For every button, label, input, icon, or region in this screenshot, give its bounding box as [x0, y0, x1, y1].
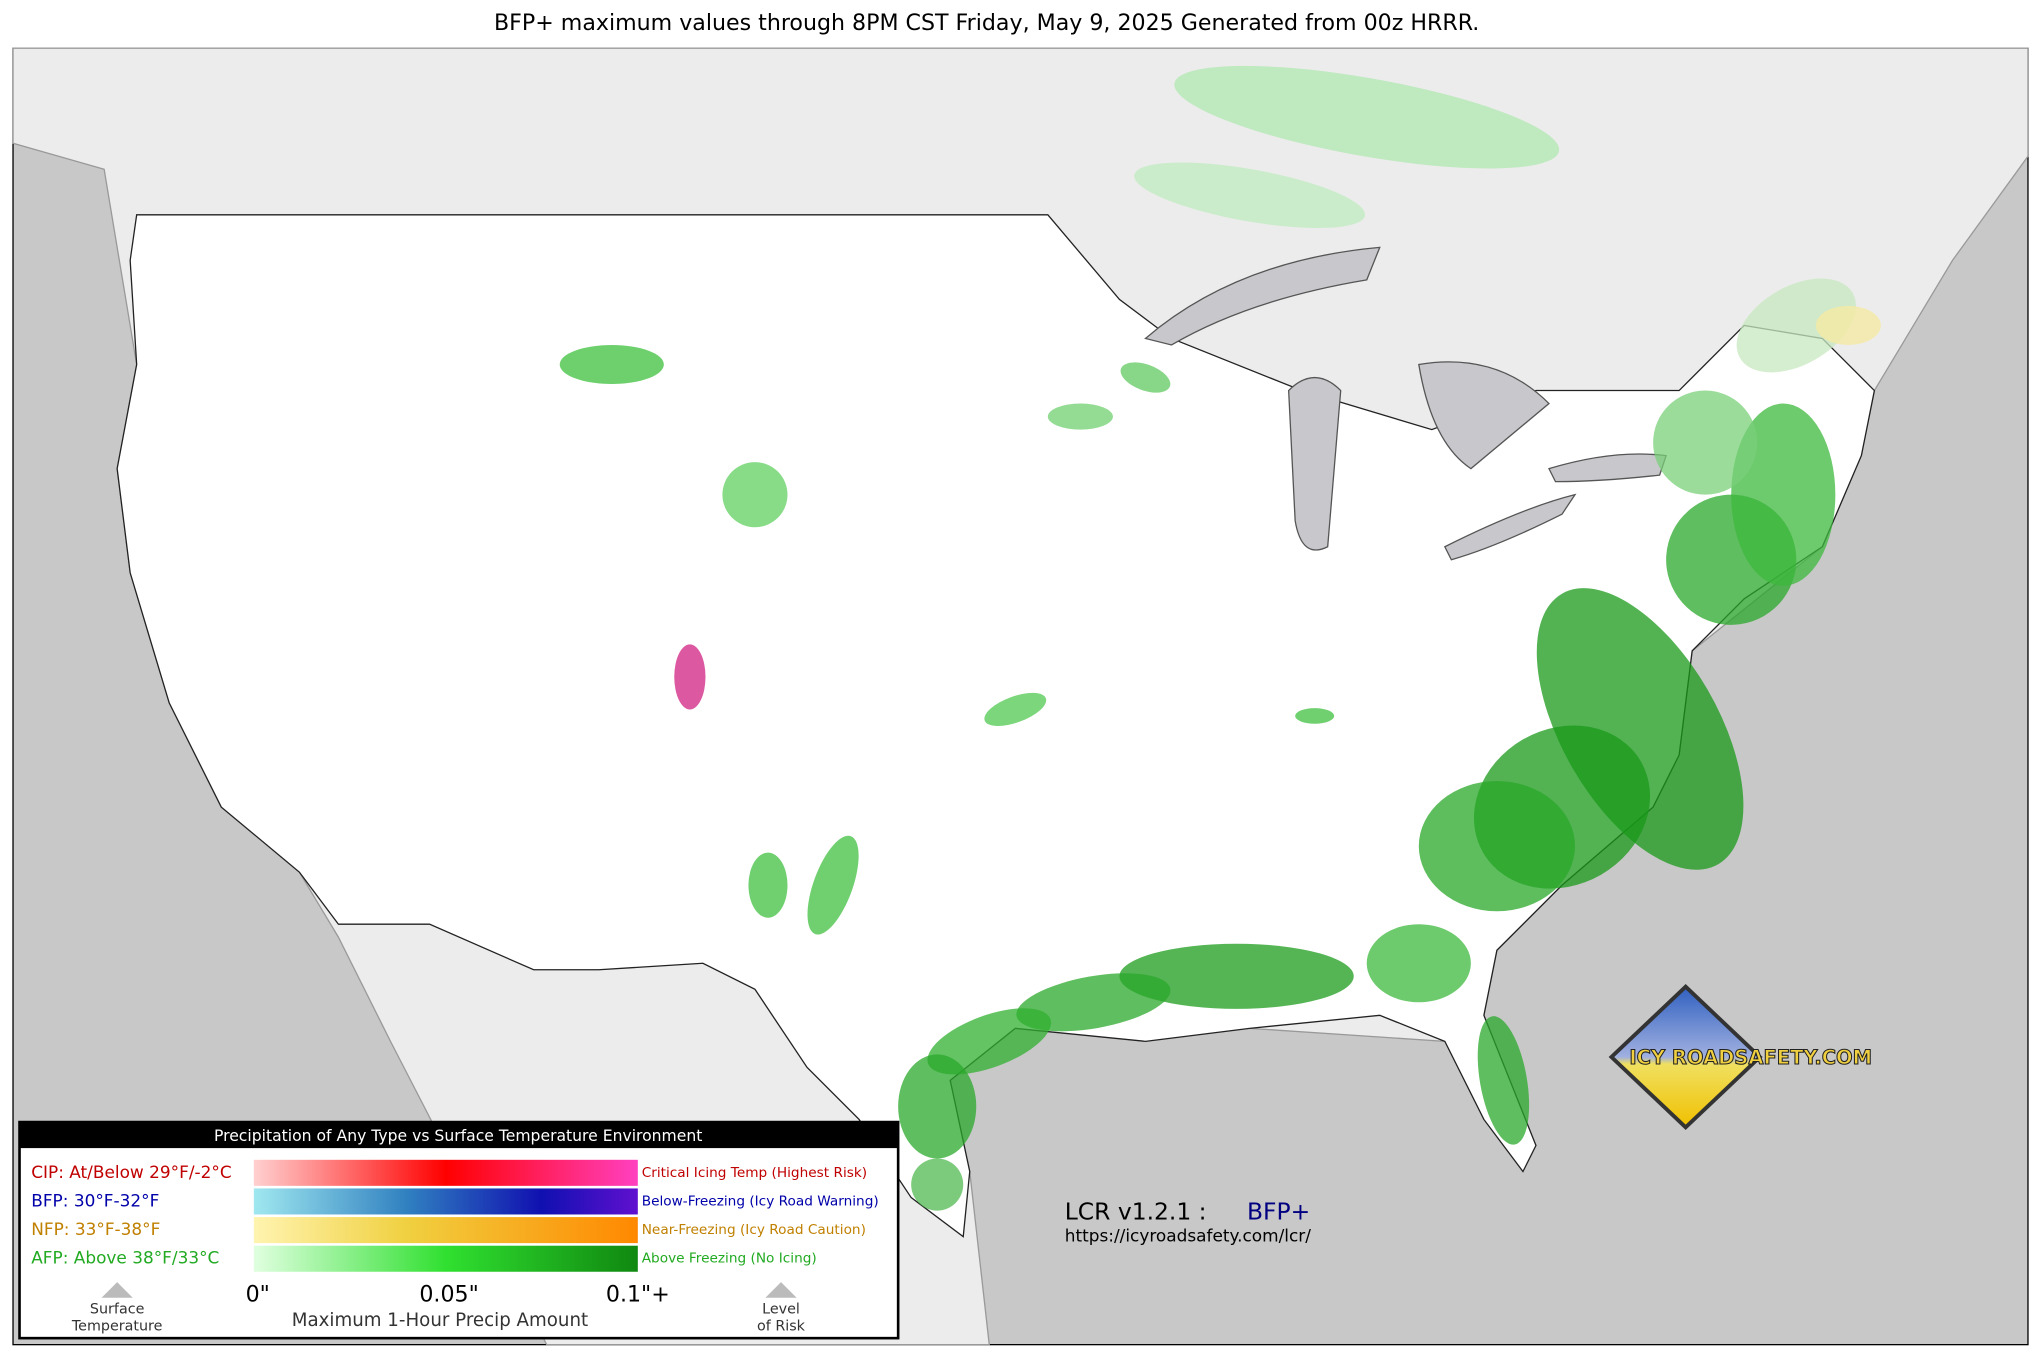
right-caption: of Risk	[757, 1318, 806, 1334]
scale-label: 0.05"	[419, 1282, 478, 1308]
precip-area	[1174, 65, 1560, 169]
color-ramp	[253, 1217, 638, 1244]
precip-area	[674, 644, 706, 710]
precip-area	[927, 1008, 1052, 1075]
precip-area	[1120, 362, 1171, 393]
color-ramp	[253, 1159, 638, 1186]
precip-area	[984, 692, 1047, 726]
lake-michigan	[1287, 377, 1342, 551]
precip-area	[807, 835, 859, 935]
lake-huron	[1418, 361, 1550, 470]
precip-area	[1119, 943, 1354, 1009]
precip-area	[1731, 403, 1836, 586]
precip-area	[1536, 588, 1744, 870]
row-description: Near-Freezing (Icy Road Caution)	[642, 1222, 866, 1238]
right-caption: Level	[762, 1302, 800, 1318]
lake-erie	[1443, 493, 1577, 561]
precip-area	[559, 344, 664, 385]
precip-area	[1418, 781, 1576, 912]
precip-area	[1366, 924, 1471, 1003]
logo: ICY ROADSAFETY.COM	[1608, 984, 1873, 1130]
footer-url: https://icyroadsafety.com/lcr/	[1065, 1226, 1311, 1246]
precip-area	[1815, 305, 1881, 345]
precip-area	[898, 1054, 977, 1159]
footer-product: BFP+	[1247, 1198, 1310, 1226]
precip-area	[1047, 403, 1113, 430]
precip-layer	[559, 65, 1881, 1211]
great-lakes	[1144, 246, 1667, 561]
row-label: NFP: 33°F-38°F	[31, 1219, 160, 1239]
color-ramp	[253, 1245, 638, 1272]
precip-area	[911, 1158, 964, 1211]
row-label: AFP: Above 38°F/33°C	[31, 1248, 219, 1268]
legend: Precipitation of Any Type vs Surface Tem…	[18, 1120, 900, 1340]
scale-label: 0"	[246, 1282, 270, 1308]
row-description: Critical Icing Temp (Highest Risk)	[642, 1165, 867, 1181]
lake-superior	[1144, 246, 1381, 346]
axis-label: Maximum 1-Hour Precip Amount	[292, 1310, 588, 1331]
precip-area	[1477, 1016, 1530, 1145]
caption-arrow	[765, 1282, 797, 1298]
logo-diamond	[1608, 984, 1763, 1130]
precip-area	[1134, 162, 1366, 229]
left-caption: Temperature	[71, 1318, 163, 1334]
map-title: BFP+ maximum values through 8PM CST Frid…	[494, 10, 1479, 36]
row-label: BFP: 30°F-32°F	[31, 1190, 159, 1210]
precip-area	[1295, 708, 1335, 724]
precip-area	[1736, 278, 1856, 373]
caption-arrow	[101, 1282, 133, 1298]
footer-version: LCR v1.2.1 :	[1065, 1198, 1207, 1226]
logo-text: ICY ROADSAFETY.COM	[1629, 1046, 1872, 1069]
lake-ontario	[1548, 453, 1667, 483]
precip-area	[748, 852, 788, 918]
row-description: Below-Freezing (Icy Road Warning)	[642, 1193, 879, 1209]
color-ramp	[253, 1188, 638, 1215]
precip-area	[722, 462, 788, 528]
scale-label: 0.1"+	[606, 1282, 670, 1308]
legend-rows: CIP: At/Below 29°F/-2°C Critical Icing Te…	[31, 1159, 879, 1272]
left-caption: Surface	[90, 1302, 145, 1318]
row-description: Above Freezing (No Icing)	[642, 1251, 817, 1267]
legend-title: Precipitation of Any Type vs Surface Tem…	[214, 1127, 702, 1145]
precip-area	[1653, 390, 1758, 495]
legend-header	[19, 1122, 899, 1149]
precip-area	[1016, 973, 1171, 1032]
row-label: CIP: At/Below 29°F/-2°C	[31, 1162, 231, 1182]
